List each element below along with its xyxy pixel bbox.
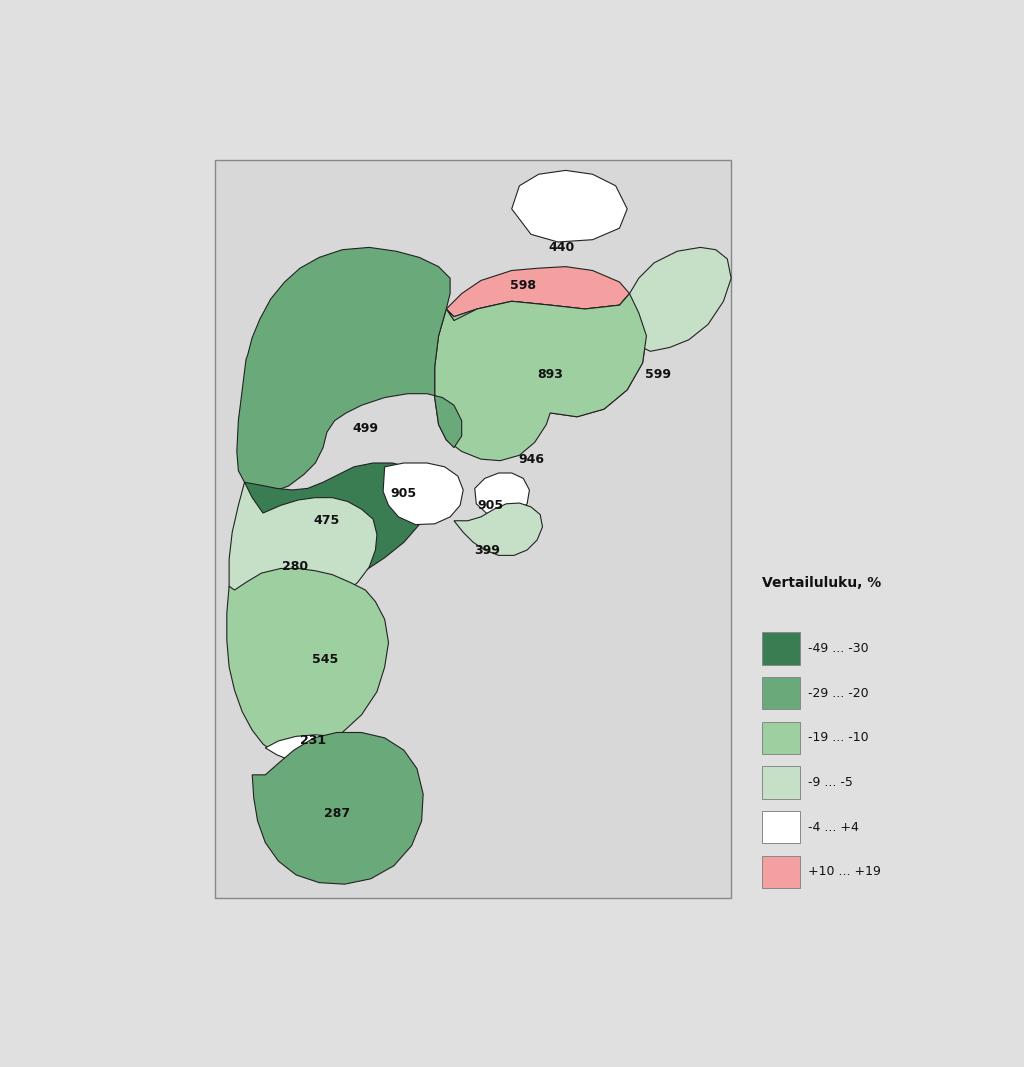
- Text: 475: 475: [313, 514, 340, 527]
- Polygon shape: [265, 735, 342, 763]
- Text: 440: 440: [549, 241, 574, 254]
- Polygon shape: [446, 267, 630, 317]
- Text: -49 ... -30: -49 ... -30: [808, 642, 868, 655]
- Text: 287: 287: [324, 807, 350, 819]
- Text: 946: 946: [518, 452, 544, 465]
- Text: -9 ... -5: -9 ... -5: [808, 776, 853, 789]
- Text: 905: 905: [478, 499, 504, 512]
- Text: 598: 598: [510, 280, 537, 292]
- FancyBboxPatch shape: [762, 721, 801, 754]
- Polygon shape: [229, 482, 377, 628]
- Text: 599: 599: [645, 368, 671, 381]
- FancyBboxPatch shape: [762, 633, 801, 665]
- Polygon shape: [226, 569, 388, 755]
- Text: +10 ... +19: +10 ... +19: [808, 865, 881, 878]
- FancyBboxPatch shape: [762, 678, 801, 710]
- Polygon shape: [446, 293, 646, 417]
- Polygon shape: [252, 732, 423, 885]
- Text: Vertailuluku, %: Vertailuluku, %: [762, 576, 882, 590]
- FancyBboxPatch shape: [215, 160, 731, 898]
- Text: 280: 280: [282, 560, 307, 573]
- Text: -19 ... -10: -19 ... -10: [808, 731, 868, 745]
- Polygon shape: [475, 473, 529, 516]
- FancyBboxPatch shape: [762, 766, 801, 799]
- Polygon shape: [435, 293, 646, 461]
- FancyBboxPatch shape: [762, 856, 801, 888]
- Polygon shape: [237, 248, 462, 492]
- Polygon shape: [245, 463, 427, 607]
- Polygon shape: [454, 503, 543, 556]
- FancyBboxPatch shape: [762, 811, 801, 843]
- Text: 905: 905: [391, 488, 417, 500]
- Text: 893: 893: [538, 368, 563, 381]
- Text: 231: 231: [300, 734, 326, 747]
- Text: 545: 545: [312, 653, 339, 666]
- Text: -29 ... -20: -29 ... -20: [808, 687, 868, 700]
- Text: -4 ... +4: -4 ... +4: [808, 821, 859, 833]
- Polygon shape: [512, 171, 628, 242]
- Text: 399: 399: [474, 543, 500, 557]
- Text: 499: 499: [352, 421, 379, 435]
- Polygon shape: [383, 463, 463, 525]
- Polygon shape: [628, 248, 731, 351]
